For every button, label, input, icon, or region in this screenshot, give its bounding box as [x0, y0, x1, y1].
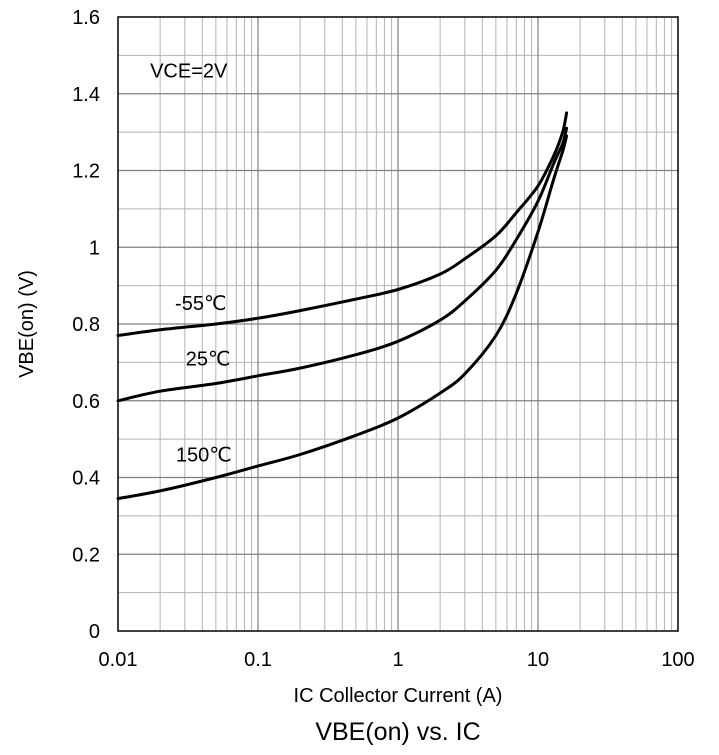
y-tick-label: 0: [89, 621, 100, 643]
y-axis-title: VBE(on) (V): [16, 270, 38, 378]
annotation-label: -55℃: [175, 293, 226, 315]
y-tick-label: 0.6: [72, 391, 100, 413]
series-line-25: [116, 126, 569, 403]
major-grid: [118, 17, 678, 631]
y-tick-label: 1.4: [72, 84, 100, 106]
annotation-label: VCE=2V: [150, 61, 228, 83]
x-tick-label: 10: [527, 649, 549, 671]
series-line-150: [116, 134, 569, 501]
annotation-label: 150℃: [176, 444, 232, 466]
x-tick-label: 100: [661, 649, 694, 671]
annotation-label: 25℃: [186, 349, 231, 371]
annotations: VCE=2V -55℃ 25℃ 150℃: [150, 61, 232, 467]
y-tick-label: 0.8: [72, 314, 100, 336]
y-tick-label: 0.2: [72, 544, 100, 566]
y-tick-label: 1.2: [72, 161, 100, 183]
y-tick-label: 0.4: [72, 468, 100, 490]
x-tick-label: 1: [392, 649, 403, 671]
x-tick-label: 0.01: [99, 649, 138, 671]
x-tick-labels: 0.01 0.1 1 10 100: [99, 649, 695, 671]
y-tick-label: 1: [89, 237, 100, 259]
y-tick-labels: 0 0.2 0.4 0.6 0.8 1 1.2 1.4 1.6: [72, 7, 100, 643]
plot-frame: [117, 16, 679, 632]
series-layer: [116, 111, 569, 501]
y-tick-label: 1.6: [72, 7, 100, 29]
series-line-minus55: [116, 111, 569, 337]
chart-title: VBE(on) vs. IC: [315, 718, 480, 746]
x-tick-label: 0.1: [244, 649, 272, 671]
x-axis-title: IC Collector Current (A): [294, 685, 503, 707]
